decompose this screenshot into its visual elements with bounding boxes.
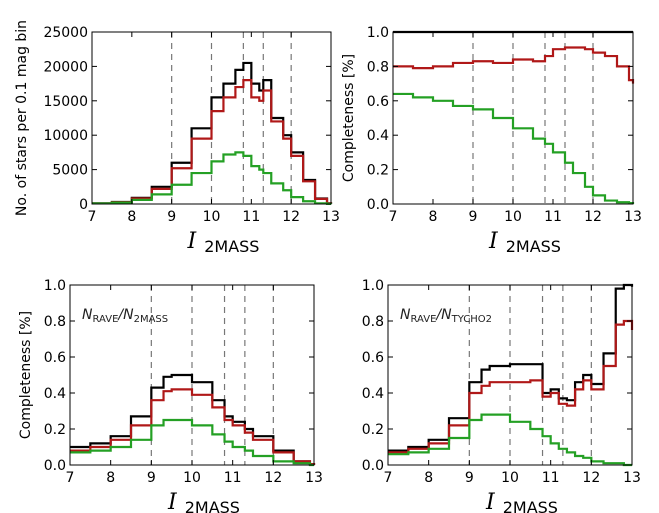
x-tick-label: 10 bbox=[504, 209, 522, 225]
y-tick-label: 0.4 bbox=[367, 128, 389, 144]
x-tick-label: 13 bbox=[624, 209, 642, 225]
y-tick-label: 1.0 bbox=[367, 25, 389, 41]
x-tick-label: 9 bbox=[147, 470, 156, 486]
x-tick-label: 11 bbox=[542, 470, 560, 486]
x-tick-label: 12 bbox=[582, 470, 600, 486]
x-axis-label: I 2MASS bbox=[167, 490, 240, 513]
x-axis-label-sub: 2MASS bbox=[506, 237, 561, 256]
y-tick-label: 1.0 bbox=[362, 278, 384, 294]
y-tick-label: 0 bbox=[79, 197, 88, 213]
x-axis-label: I 2MASS bbox=[187, 229, 260, 256]
y-axis-label: Completeness [%] bbox=[18, 311, 34, 439]
series-line-red bbox=[393, 46, 635, 84]
annotation-n1: N bbox=[82, 307, 93, 323]
x-tick-label: 7 bbox=[66, 470, 75, 486]
annotation-divider: /N bbox=[116, 307, 134, 323]
x-tick-label: 9 bbox=[465, 470, 474, 486]
x-tick-label: 8 bbox=[106, 470, 115, 486]
y-tick-label: 0.8 bbox=[367, 59, 389, 75]
x-tick-label: 7 bbox=[384, 470, 393, 486]
y-tick-label: 1.0 bbox=[44, 278, 66, 294]
annotation-sub2: TYCHO2 bbox=[451, 314, 492, 325]
annotation-n1: N bbox=[400, 307, 411, 323]
series-line-red bbox=[388, 319, 634, 454]
y-tick-label: 0.2 bbox=[367, 163, 389, 179]
x-axis-label-main: I bbox=[167, 490, 178, 513]
annotation-sub1: RAVE bbox=[92, 314, 118, 325]
x-axis-label: I 2MASS bbox=[485, 490, 558, 513]
x-axis-label-main: I bbox=[488, 229, 499, 254]
y-axis-label: Completeness [%] bbox=[341, 54, 357, 182]
x-tick-label: 9 bbox=[469, 209, 478, 225]
annotation-sub2: 2MASS bbox=[134, 314, 169, 325]
series-line-green bbox=[92, 151, 333, 205]
y-tick-label: 0.8 bbox=[44, 314, 66, 330]
x-axis-label-main: I bbox=[485, 490, 496, 513]
annotation-divider: /N bbox=[434, 307, 452, 323]
x-tick-label: 11 bbox=[242, 209, 260, 225]
panel-top-left: 7 8 9 10 11 12 13 0 5000 10000 15000 20000 25000 I 2MA… bbox=[14, 20, 340, 256]
y-tick-label: 5000 bbox=[52, 163, 88, 179]
x-axis-label: I 2MASS bbox=[488, 229, 561, 256]
x-axis-label-main: I bbox=[187, 229, 198, 254]
y-tick-label: 0.4 bbox=[44, 386, 66, 402]
y-tick-label: 0.6 bbox=[362, 350, 384, 366]
y-tick-label: 0.0 bbox=[362, 458, 384, 474]
y-tick-label: 20000 bbox=[43, 59, 88, 75]
x-tick-label: 11 bbox=[544, 209, 562, 225]
y-tick-label: 0.0 bbox=[367, 197, 389, 213]
x-tick-label: 12 bbox=[584, 209, 602, 225]
x-tick-label: 13 bbox=[305, 470, 323, 486]
x-tick-label: 10 bbox=[501, 470, 519, 486]
x-axis-label-sub: 2MASS bbox=[204, 237, 259, 256]
series-line-red bbox=[92, 79, 333, 205]
y-tick-label: 0.4 bbox=[362, 386, 384, 402]
panel-top-right: 7 8 9 10 11 12 13 0.0 0.2 0.4 0.6 0.8 1.0 I 2MASS Compl… bbox=[341, 25, 642, 256]
x-axis-label-sub: 2MASS bbox=[503, 498, 558, 513]
x-tick-label: 7 bbox=[88, 209, 97, 225]
series-line-red bbox=[70, 388, 316, 466]
y-tick-label: 10000 bbox=[43, 128, 88, 144]
x-tick-label: 10 bbox=[183, 470, 201, 486]
y-tick-label: 25000 bbox=[43, 25, 88, 41]
panel-bottom-left: 7 8 9 10 11 12 13 0.0 0.2 0.4 0.6 0.8 1.0 I 2MASS Compl… bbox=[18, 278, 323, 513]
series-line-green bbox=[388, 413, 632, 467]
y-tick-label: 0.6 bbox=[367, 94, 389, 110]
x-tick-label: 13 bbox=[623, 470, 641, 486]
x-axis-label-sub: 2MASS bbox=[185, 498, 240, 513]
y-tick-label: 0.8 bbox=[362, 314, 384, 330]
x-tick-label: 13 bbox=[322, 209, 340, 225]
y-tick-label: 0.6 bbox=[44, 350, 66, 366]
x-tick-label: 12 bbox=[264, 470, 282, 486]
y-tick-label: 0.2 bbox=[362, 422, 384, 438]
x-tick-label: 8 bbox=[424, 470, 433, 486]
y-axis-label: No. of stars per 0.1 mag bin bbox=[14, 20, 30, 216]
y-tick-label: 0.2 bbox=[44, 422, 66, 438]
x-tick-label: 8 bbox=[429, 209, 438, 225]
x-tick-label: 12 bbox=[282, 209, 300, 225]
ratio-annotation: NRAVE/N2MASS bbox=[82, 307, 168, 325]
x-tick-label: 9 bbox=[167, 209, 176, 225]
series-line-black bbox=[388, 283, 634, 452]
x-tick-label: 10 bbox=[203, 209, 221, 225]
x-tick-label: 7 bbox=[389, 209, 398, 225]
y-tick-label: 0.0 bbox=[44, 458, 66, 474]
x-tick-label: 8 bbox=[127, 209, 136, 225]
x-tick-label: 11 bbox=[224, 470, 242, 486]
ratio-annotation: NRAVE/NTYCHO2 bbox=[400, 307, 492, 325]
panel-bottom-right: 7 8 9 10 11 12 13 0.0 0.2 0.4 0.6 0.8 1.0 I 2MASS NRAVE… bbox=[362, 278, 641, 513]
series-line-green bbox=[393, 92, 635, 205]
y-tick-label: 15000 bbox=[43, 94, 88, 110]
annotation-sub1: RAVE bbox=[410, 314, 436, 325]
